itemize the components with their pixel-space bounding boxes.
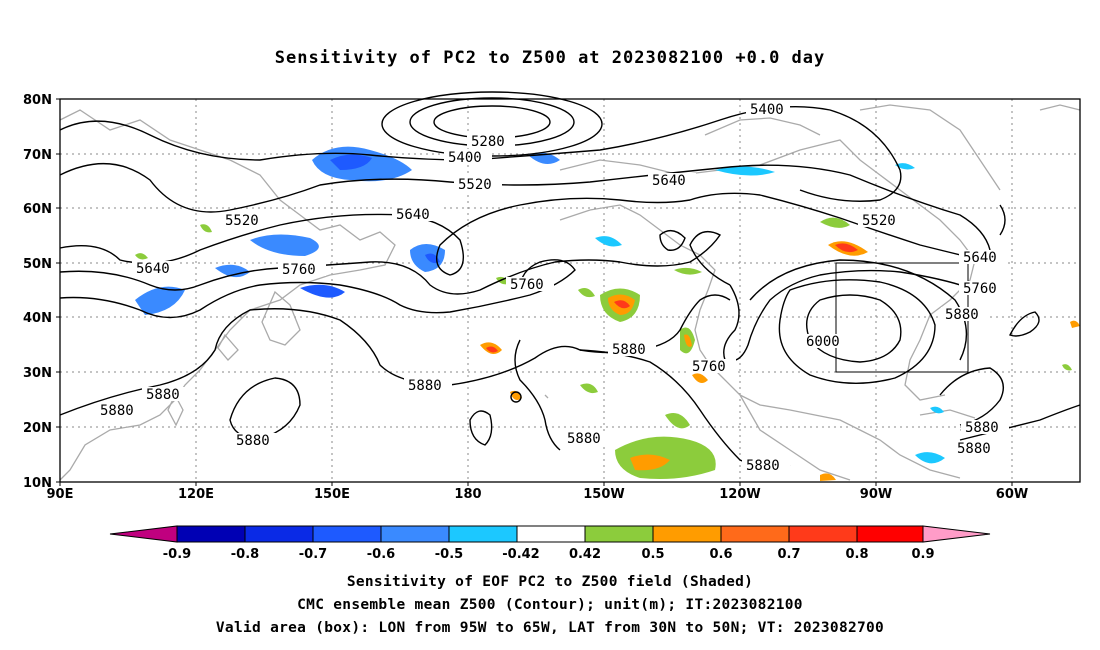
- lon-label: 60W: [996, 487, 1028, 502]
- colorbar: [109, 525, 991, 543]
- lat-label: 10N: [23, 476, 52, 491]
- lat-label: 20N: [23, 421, 52, 436]
- caption-contour: CMC ensemble mean Z500 (Contour); unit(m…: [297, 597, 803, 613]
- contour-label: 5880: [746, 458, 780, 474]
- colorbar-label: -0.9: [163, 547, 191, 562]
- contour-label: 5520: [225, 213, 259, 229]
- colorbar-labels: -0.9 -0.8 -0.7 -0.6 -0.5 -0.42 0.42 0.5 …: [163, 547, 935, 562]
- lon-label: 90W: [860, 487, 892, 502]
- lon-label: 120E: [178, 487, 214, 502]
- contour-label: 5880: [957, 441, 991, 457]
- contour-label: 5520: [862, 213, 896, 229]
- colorbar-left-arrow: [109, 525, 178, 543]
- colorbar-swatch: [244, 525, 314, 543]
- colorbar-label: 0.5: [641, 547, 664, 562]
- colorbar-label: -0.42: [502, 547, 539, 562]
- contour-label: 5760: [510, 277, 544, 293]
- shaded-positive: [135, 217, 1080, 481]
- contour-label: 5760: [963, 281, 997, 297]
- contour-label: 5880: [965, 420, 999, 436]
- colorbar-swatch: [176, 525, 246, 543]
- contour-label: 5880: [146, 387, 180, 403]
- colorbar-swatch: [856, 525, 924, 543]
- lon-label: 90E: [47, 487, 74, 502]
- longitude-labels: 90E 120E 150E 180 150W 120W 90W 60W: [47, 487, 1029, 502]
- contour-label: 6000: [806, 334, 840, 350]
- colorbar-label: 0.7: [777, 547, 800, 562]
- caption-valid-area: Valid area (box): LON from 95W to 65W, L…: [215, 620, 885, 636]
- contour-label: 5400: [448, 150, 482, 166]
- lat-label: 80N: [23, 93, 52, 108]
- contour-label: 5880: [612, 342, 646, 358]
- z500-contours: [59, 91, 1081, 468]
- colorbar-label: 0.8: [845, 547, 868, 562]
- colorbar-swatch: [312, 525, 382, 543]
- contour-label: 5640: [396, 207, 430, 223]
- contour-label: 5880: [236, 433, 270, 449]
- caption-shaded: Sensitivity of EOF PC2 to Z500 field (Sh…: [346, 574, 754, 590]
- contour-label: 5880: [408, 378, 442, 394]
- contour-label: 5640: [652, 173, 686, 189]
- contour-label: 5280: [471, 134, 505, 150]
- lat-label: 60N: [23, 202, 52, 217]
- lon-label: 150E: [314, 487, 350, 502]
- latitude-labels: 80N 70N 60N 50N 40N 30N 20N 10N: [23, 93, 52, 491]
- colorbar-label: -0.6: [367, 547, 395, 562]
- lon-label: 180: [454, 487, 481, 502]
- colorbar-swatch: [584, 525, 654, 543]
- colorbar-swatch: [380, 525, 450, 543]
- lat-label: 40N: [23, 311, 52, 326]
- lat-label: 30N: [23, 366, 52, 381]
- contour-label: 5400: [750, 102, 784, 118]
- grid-lines: [60, 99, 1080, 482]
- contour-label: 5880: [567, 431, 601, 447]
- colorbar-right-arrow: [922, 525, 991, 543]
- colorbar-swatch: [448, 525, 518, 543]
- lon-label: 150W: [583, 487, 624, 502]
- lon-label: 120W: [719, 487, 760, 502]
- contour-label: 5880: [100, 403, 134, 419]
- colorbar-label: -0.5: [435, 547, 463, 562]
- lat-label: 70N: [23, 148, 52, 163]
- contour-label: 5760: [282, 262, 316, 278]
- contour-label: 5520: [458, 177, 492, 193]
- lat-label: 50N: [23, 257, 52, 272]
- colorbar-swatch: [652, 525, 722, 543]
- map-title: Sensitivity of PC2 to Z500 at 2023082100…: [274, 48, 826, 68]
- shaded-negative: [135, 146, 945, 464]
- contour-label: 5760: [692, 359, 726, 375]
- contour-label: 5640: [963, 250, 997, 266]
- colorbar-label: -0.8: [231, 547, 259, 562]
- contour-label: 5880: [945, 307, 979, 323]
- contour-label: 5640: [136, 261, 170, 277]
- contour-labels: 5400 5280 5400 5520 5640 5520 5640 5760 …: [100, 102, 999, 474]
- colorbar-label: -0.7: [299, 547, 327, 562]
- colorbar-label: 0.9: [911, 547, 934, 562]
- colorbar-swatch: [516, 525, 586, 543]
- colorbar-label: 0.42: [569, 547, 601, 562]
- colorbar-swatch: [788, 525, 858, 543]
- coastlines: [59, 104, 1081, 481]
- colorbar-label: 0.6: [709, 547, 732, 562]
- colorbar-swatch: [720, 525, 790, 543]
